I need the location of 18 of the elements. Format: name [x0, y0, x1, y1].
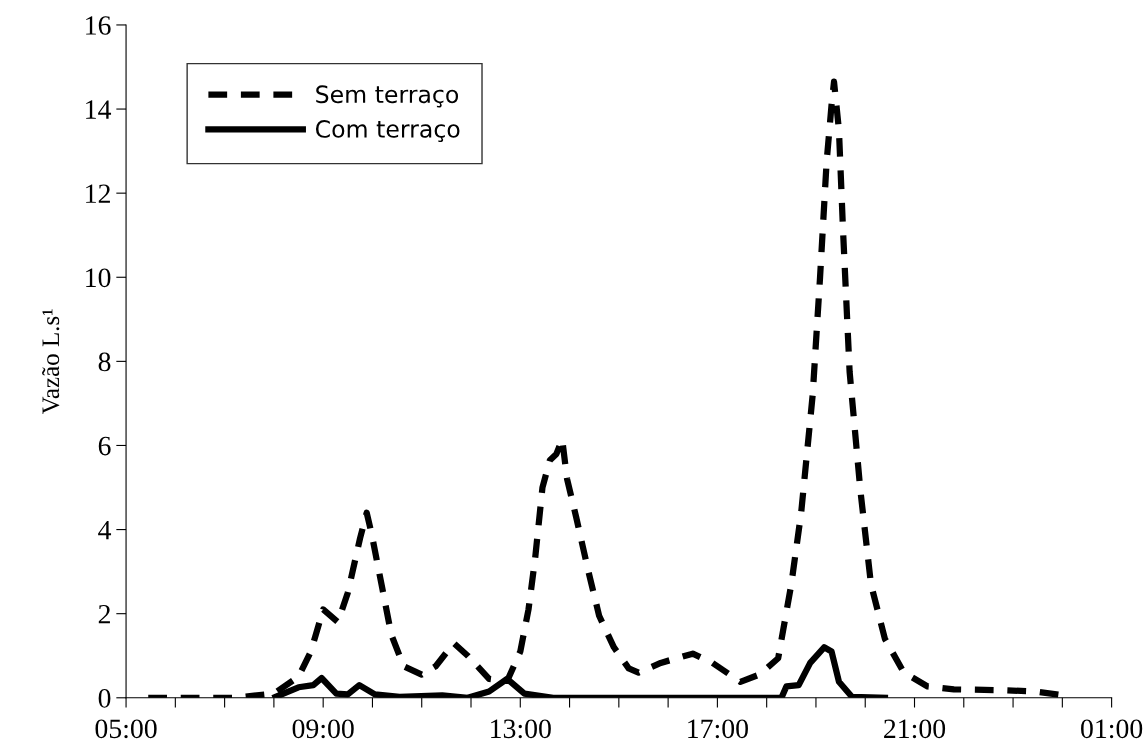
- y-tick-label: 10: [86, 268, 111, 288]
- y-axis-title: Vazão L.s¹: [42, 309, 60, 415]
- y-tick-label: 12: [86, 184, 110, 203]
- x-tick-label: 01:00: [1081, 719, 1143, 739]
- y-tick-label: 16: [86, 16, 111, 35]
- x-tick-label: 13:00: [491, 719, 551, 739]
- y-tick-label: 8: [98, 352, 111, 372]
- x-tick-label: 17:00: [688, 719, 748, 739]
- x-tick-label: 05:00: [95, 719, 157, 739]
- y-tick-label: 2: [98, 604, 110, 624]
- y-tick-label: 6: [98, 436, 111, 456]
- x-tick-label: 09:00: [292, 719, 354, 739]
- y-tick-label: 0: [98, 688, 111, 708]
- y-tick-label: 14: [86, 100, 112, 119]
- legend-label: Com terraço: [315, 119, 460, 143]
- legend-label: Sem terraço: [316, 85, 459, 108]
- x-tick-label: 21:00: [884, 719, 946, 739]
- y-tick-label: 4: [98, 520, 112, 540]
